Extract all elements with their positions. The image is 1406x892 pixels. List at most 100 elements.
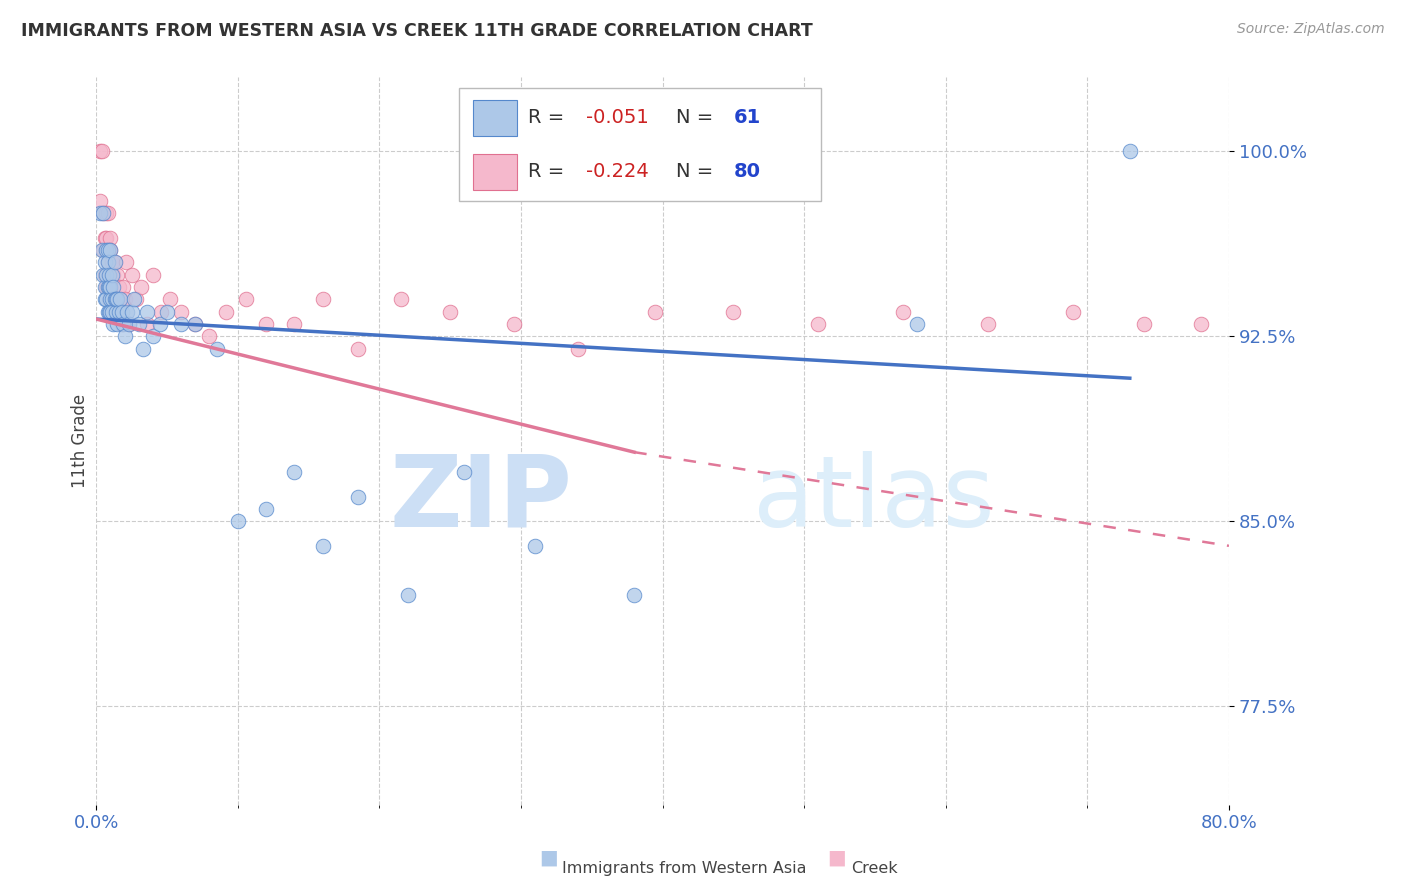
Y-axis label: 11th Grade: 11th Grade: [72, 394, 89, 488]
Point: [891, 304, 914, 318]
Point: [121, 304, 143, 318]
Point: [104, 255, 127, 269]
Point: [150, 304, 173, 318]
Point: [107, 317, 129, 331]
Point: [104, 293, 127, 307]
Point: [104, 293, 127, 307]
Point: [1324, 317, 1347, 331]
Point: [91, 243, 114, 257]
Point: [90, 243, 112, 257]
Point: [977, 317, 1000, 331]
Point: [623, 588, 645, 602]
Point: [114, 293, 136, 307]
Point: [115, 255, 138, 269]
Text: ZIP: ZIP: [389, 450, 572, 548]
Point: [170, 304, 193, 318]
Point: [907, 317, 929, 331]
Point: [98, 243, 121, 257]
Point: [149, 317, 172, 331]
Point: [89, 194, 111, 208]
Point: [96, 280, 118, 294]
Point: [94, 230, 117, 244]
Point: [125, 293, 148, 307]
Point: [105, 293, 128, 307]
Point: [1062, 304, 1084, 318]
Point: [644, 304, 666, 318]
Point: [100, 304, 122, 318]
Point: [198, 329, 221, 343]
Point: [118, 317, 141, 331]
Point: [1317, 317, 1340, 331]
Point: [107, 293, 129, 307]
Point: [98, 268, 121, 282]
Point: [124, 293, 146, 307]
Point: [1232, 317, 1254, 331]
Point: [453, 465, 475, 479]
Text: ▪: ▪: [538, 843, 558, 872]
Point: [136, 304, 159, 318]
Point: [114, 329, 136, 343]
Text: Immigrants from Western Asia: Immigrants from Western Asia: [562, 861, 807, 876]
Point: [131, 280, 153, 294]
Point: [184, 317, 207, 331]
Point: [128, 317, 150, 331]
Point: [1189, 317, 1212, 331]
Point: [723, 304, 745, 318]
Text: Source: ZipAtlas.com: Source: ZipAtlas.com: [1237, 22, 1385, 37]
Point: [101, 268, 124, 282]
Point: [1302, 317, 1324, 331]
Point: [110, 293, 132, 307]
Point: [100, 293, 122, 307]
Point: [89, 206, 111, 220]
Point: [1329, 317, 1351, 331]
Point: [156, 304, 179, 318]
Point: [111, 317, 134, 331]
Point: [312, 539, 335, 553]
Point: [117, 304, 139, 318]
Point: [110, 293, 132, 307]
Point: [1288, 317, 1310, 331]
Point: [1260, 317, 1282, 331]
Point: [111, 304, 134, 318]
Point: [112, 317, 135, 331]
Point: [93, 255, 115, 269]
Text: Creek: Creek: [851, 861, 897, 876]
Point: [94, 243, 117, 257]
Point: [93, 230, 115, 244]
Text: ▪: ▪: [827, 843, 846, 872]
Point: [1343, 317, 1365, 331]
Point: [1331, 317, 1354, 331]
Point: [205, 342, 228, 356]
Point: [100, 293, 122, 307]
Point: [132, 342, 155, 356]
Point: [97, 280, 120, 294]
Point: [93, 280, 115, 294]
Point: [524, 539, 547, 553]
Point: [97, 293, 120, 307]
Point: [396, 588, 419, 602]
Point: [96, 304, 118, 318]
Point: [96, 280, 118, 294]
Point: [98, 280, 121, 294]
Point: [89, 145, 111, 159]
Point: [105, 293, 128, 307]
Point: [1133, 317, 1156, 331]
Point: [1340, 317, 1362, 331]
Point: [184, 317, 207, 331]
Point: [100, 255, 122, 269]
Point: [91, 206, 114, 220]
Point: [98, 293, 121, 307]
Point: [1317, 317, 1340, 331]
Point: [91, 206, 114, 220]
Point: [97, 268, 120, 282]
Point: [1337, 317, 1360, 331]
Point: [118, 317, 141, 331]
Point: [439, 304, 461, 318]
Point: [254, 501, 277, 516]
Point: [100, 268, 122, 282]
Point: [96, 243, 118, 257]
Point: [97, 243, 120, 257]
Point: [96, 243, 118, 257]
Point: [215, 304, 238, 318]
Point: [108, 280, 131, 294]
